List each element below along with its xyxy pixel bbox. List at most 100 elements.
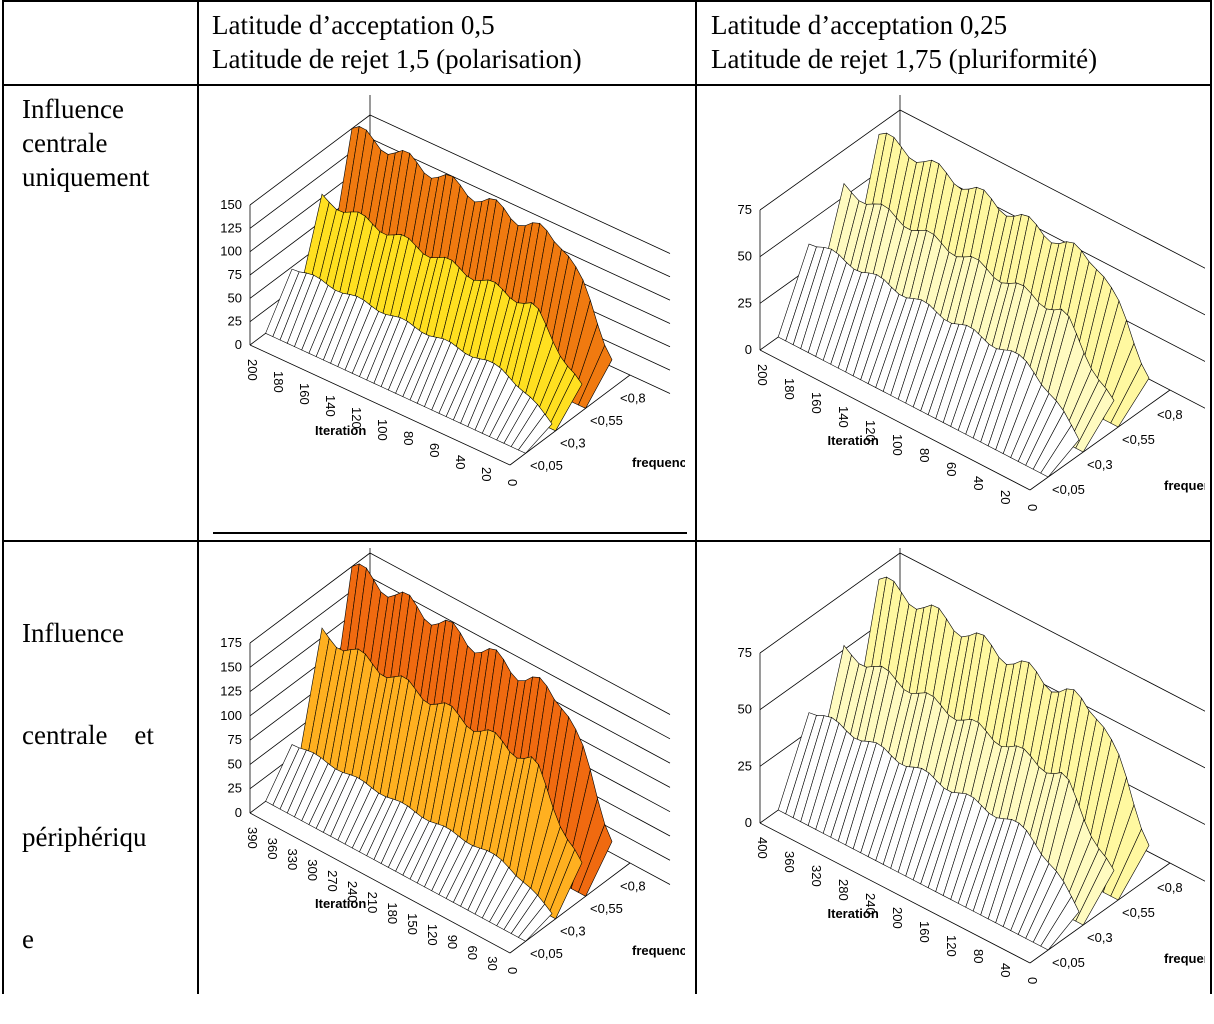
header-col1-line2: Latitude de rejet 1,5 (polarisation) (212, 44, 582, 74)
iteration-axis-line (249, 812, 511, 954)
frequency-axis-line (509, 374, 631, 466)
row1-label: Influence centrale uniquement (22, 92, 187, 194)
iteration-tick-label: 0 (1025, 977, 1040, 984)
iteration-tick-label: 140 (323, 395, 338, 417)
iteration-tick-label: 180 (385, 902, 400, 924)
frequency-tick-label: <0,55 (590, 901, 623, 916)
row2-label-line: centrale et (22, 720, 154, 750)
grid-line (369, 576, 671, 740)
iteration-tick-label: 280 (836, 879, 851, 901)
header-col1-line1: Latitude d’acceptation 0,5 (212, 10, 495, 40)
iteration-tick-label: 0 (505, 967, 520, 974)
row2-label-line: e (22, 924, 34, 954)
table-rule-right (1210, 0, 1212, 994)
row1-label-line: Influence (22, 94, 124, 124)
iteration-axis-line (759, 822, 1031, 964)
frequency-axis-label: frequency (1164, 951, 1205, 966)
grid-line (369, 137, 671, 278)
z-tick-label: 50 (228, 290, 242, 305)
surface-plot-pluriformity-central-peripheral: 75 50 25 0 400 360 320 280 240 200 160 120 80 40 0 <0,8… (705, 548, 1205, 988)
frequency-axis-line (509, 862, 631, 954)
row2-label-line: Influence (22, 618, 124, 648)
frequency-tick-label: <0,8 (620, 879, 646, 894)
z-tick-label: 175 (220, 635, 242, 650)
table-rule-left (2, 0, 4, 994)
frequency-tick-label: <0,55 (590, 413, 623, 428)
frequency-tick-label: <0,8 (1157, 880, 1183, 895)
iteration-tick-label: 0 (1025, 504, 1040, 511)
frequency-axis-label: frequency (632, 455, 685, 470)
iteration-tick-label: 240 (863, 893, 878, 915)
z-tick-label: 50 (228, 756, 242, 771)
table-rule-top (2, 0, 1212, 2)
z-tick-label: 0 (235, 805, 242, 820)
frequency-tick-label: <0,55 (1122, 432, 1155, 447)
z-tick-label: 100 (220, 708, 242, 723)
surface-plot-polarisation-central: 150 125 100 75 50 25 0 200 180 160 140 120 100 80 60 40… (205, 95, 685, 515)
iteration-tick-label: 160 (297, 383, 312, 405)
iteration-tick-label: 40 (453, 455, 468, 469)
z-tick-label: 50 (738, 702, 752, 717)
z-tick-label: 75 (738, 645, 752, 660)
iteration-tick-label: 80 (401, 431, 416, 445)
z-tick-label: 25 (738, 295, 752, 310)
surface-plot-pluriformity-central: 75 50 25 0 200 180 160 140 120 100 80 60 40 20 0 <0,8 <0… (705, 95, 1205, 515)
iteration-tick-label: 210 (365, 892, 380, 914)
iteration-axis-label: Iteration (828, 433, 879, 448)
iteration-tick-label: 300 (305, 859, 320, 881)
z-tick-label: 25 (228, 781, 242, 796)
iteration-tick-label: 240 (345, 881, 360, 903)
iteration-tick-label: 120 (863, 420, 878, 442)
iteration-tick-label: 30 (485, 956, 500, 970)
iteration-tick-label: 330 (285, 849, 300, 871)
iteration-tick-label: 100 (890, 434, 905, 456)
iteration-tick-label: 270 (325, 870, 340, 892)
iteration-tick-label: 60 (944, 462, 959, 476)
frequency-tick-label: <0,3 (1087, 457, 1113, 472)
grid-line (249, 552, 371, 644)
z-tick-label: 25 (228, 314, 242, 329)
iteration-tick-label: 90 (445, 935, 460, 949)
iteration-tick-label: 40 (971, 476, 986, 490)
z-tick-label: 150 (220, 197, 242, 212)
frequency-tick-label: <0,05 (1052, 955, 1085, 970)
row1-label-line: uniquement (22, 162, 150, 192)
iteration-tick-label: 40 (998, 963, 1013, 977)
iteration-tick-label: 180 (271, 371, 286, 393)
table-rule-inner (213, 532, 687, 534)
iteration-tick-label: 0 (505, 479, 520, 486)
z-tick-label: 75 (228, 267, 242, 282)
iteration-tick-label: 390 (245, 827, 260, 849)
frequency-axis-label: frequency (632, 943, 685, 958)
results-table: Latitude d’acceptation 0,5 Latitude de r… (2, 0, 1212, 994)
z-tick-label: 75 (228, 732, 242, 747)
iteration-axis-label: Iteration (828, 906, 879, 921)
grid-line (369, 114, 671, 254)
iteration-tick-label: 360 (265, 838, 280, 860)
iteration-tick-label: 20 (479, 467, 494, 481)
frequency-tick-label: <0,8 (1157, 407, 1183, 422)
iteration-tick-label: 160 (809, 392, 824, 414)
frequency-axis-line (1029, 862, 1171, 964)
row1-label-line: centrale (22, 128, 108, 158)
grid-line (369, 552, 671, 715)
iteration-tick-label: 150 (405, 913, 420, 935)
iteration-tick-label: 60 (427, 443, 442, 457)
iteration-tick-label: 20 (998, 490, 1013, 504)
iteration-tick-label: 120 (944, 935, 959, 957)
table-rule-header (2, 84, 1212, 86)
z-tick-label: 100 (220, 244, 242, 259)
iteration-tick-label: 60 (465, 945, 480, 959)
frequency-tick-label: <0,8 (620, 391, 646, 406)
surface-plot-polarisation-central-peripheral: 175 150 125 100 75 50 25 0 390 360 330 300 270 240 210… (205, 548, 685, 988)
iteration-tick-label: 320 (809, 865, 824, 887)
frequency-axis-line (1029, 389, 1171, 491)
grid-line (759, 109, 901, 211)
iteration-tick-label: 120 (425, 924, 440, 946)
frequency-tick-label: <0,05 (530, 946, 563, 961)
iteration-tick-label: 200 (755, 364, 770, 386)
table-rule-row1 (2, 540, 1212, 542)
